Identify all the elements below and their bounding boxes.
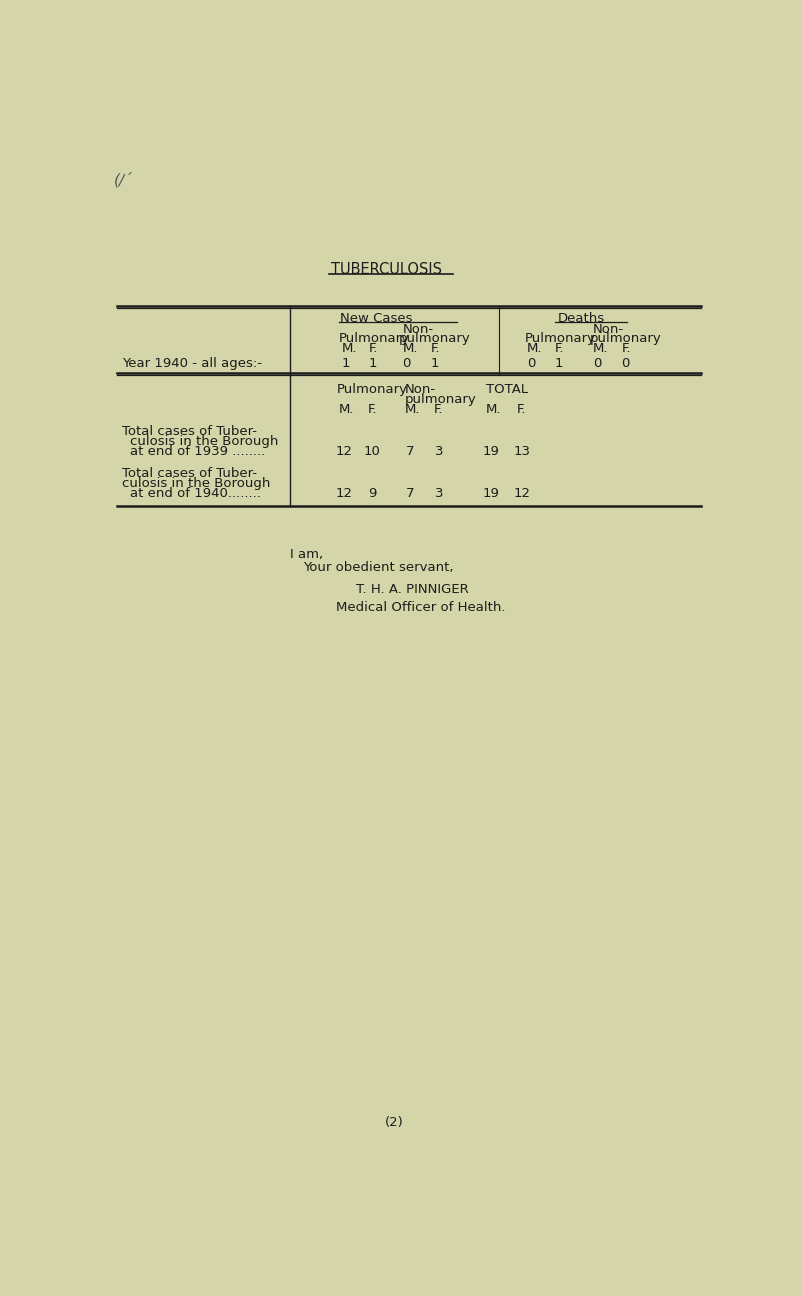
Text: 19: 19 xyxy=(483,445,500,457)
Text: F.: F. xyxy=(431,342,441,355)
Text: 13: 13 xyxy=(514,445,531,457)
Text: (∕´: (∕´ xyxy=(114,172,133,188)
Text: F.: F. xyxy=(622,342,631,355)
Text: Non-: Non- xyxy=(405,382,436,395)
Text: F.: F. xyxy=(517,403,526,416)
Text: 3: 3 xyxy=(435,487,443,500)
Text: pulmonary: pulmonary xyxy=(590,332,662,345)
Text: 0: 0 xyxy=(402,358,410,371)
Text: T. H. A. PINNIGER: T. H. A. PINNIGER xyxy=(356,583,469,596)
Text: Total cases of Tuber-: Total cases of Tuber- xyxy=(122,425,257,438)
Text: M.: M. xyxy=(486,403,501,416)
Text: at end of 1939 ........: at end of 1939 ........ xyxy=(130,445,265,457)
Text: Pulmonary: Pulmonary xyxy=(525,332,596,345)
Text: F.: F. xyxy=(555,342,565,355)
Text: TUBERCULOSIS: TUBERCULOSIS xyxy=(331,262,442,277)
Text: F.: F. xyxy=(368,403,377,416)
Text: Pulmonary: Pulmonary xyxy=(339,332,410,345)
Text: TOTAL: TOTAL xyxy=(486,382,528,395)
Text: New Cases: New Cases xyxy=(340,312,413,325)
Text: Non-: Non- xyxy=(592,324,623,337)
Text: 1: 1 xyxy=(368,358,377,371)
Text: 3: 3 xyxy=(435,445,443,457)
Text: Medical Officer of Health.: Medical Officer of Health. xyxy=(336,600,506,613)
Text: F.: F. xyxy=(433,403,443,416)
Text: 0: 0 xyxy=(622,358,630,371)
Text: F.: F. xyxy=(369,342,379,355)
Text: Non-: Non- xyxy=(402,324,433,337)
Text: 7: 7 xyxy=(406,445,414,457)
Text: M.: M. xyxy=(593,342,609,355)
Text: 0: 0 xyxy=(527,358,535,371)
Text: M.: M. xyxy=(527,342,542,355)
Text: Pulmonary: Pulmonary xyxy=(336,382,408,395)
Text: Your obedient servant,: Your obedient servant, xyxy=(303,561,453,574)
Text: M.: M. xyxy=(339,403,354,416)
Text: 12: 12 xyxy=(336,487,352,500)
Text: pulmonary: pulmonary xyxy=(405,393,477,406)
Text: (2): (2) xyxy=(384,1116,403,1130)
Text: 1: 1 xyxy=(554,358,563,371)
Text: 12: 12 xyxy=(336,445,352,457)
Text: Year 1940 - all ages:-: Year 1940 - all ages:- xyxy=(122,358,262,371)
Text: culosis in the Borough: culosis in the Borough xyxy=(130,435,278,448)
Text: 7: 7 xyxy=(406,487,414,500)
Text: pulmonary: pulmonary xyxy=(399,332,470,345)
Text: I am,: I am, xyxy=(290,548,323,561)
Text: 1: 1 xyxy=(431,358,439,371)
Text: 12: 12 xyxy=(514,487,531,500)
Text: culosis in the Borough: culosis in the Borough xyxy=(122,477,270,490)
Text: 10: 10 xyxy=(364,445,380,457)
Text: M.: M. xyxy=(405,403,421,416)
Text: 9: 9 xyxy=(368,487,376,500)
Text: 19: 19 xyxy=(483,487,500,500)
Text: Deaths: Deaths xyxy=(557,312,605,325)
Text: 1: 1 xyxy=(341,358,350,371)
Text: Total cases of Tuber-: Total cases of Tuber- xyxy=(122,468,257,481)
Text: 0: 0 xyxy=(593,358,601,371)
Text: M.: M. xyxy=(342,342,357,355)
Text: at end of 1940........: at end of 1940........ xyxy=(130,487,260,500)
Text: M.: M. xyxy=(402,342,418,355)
